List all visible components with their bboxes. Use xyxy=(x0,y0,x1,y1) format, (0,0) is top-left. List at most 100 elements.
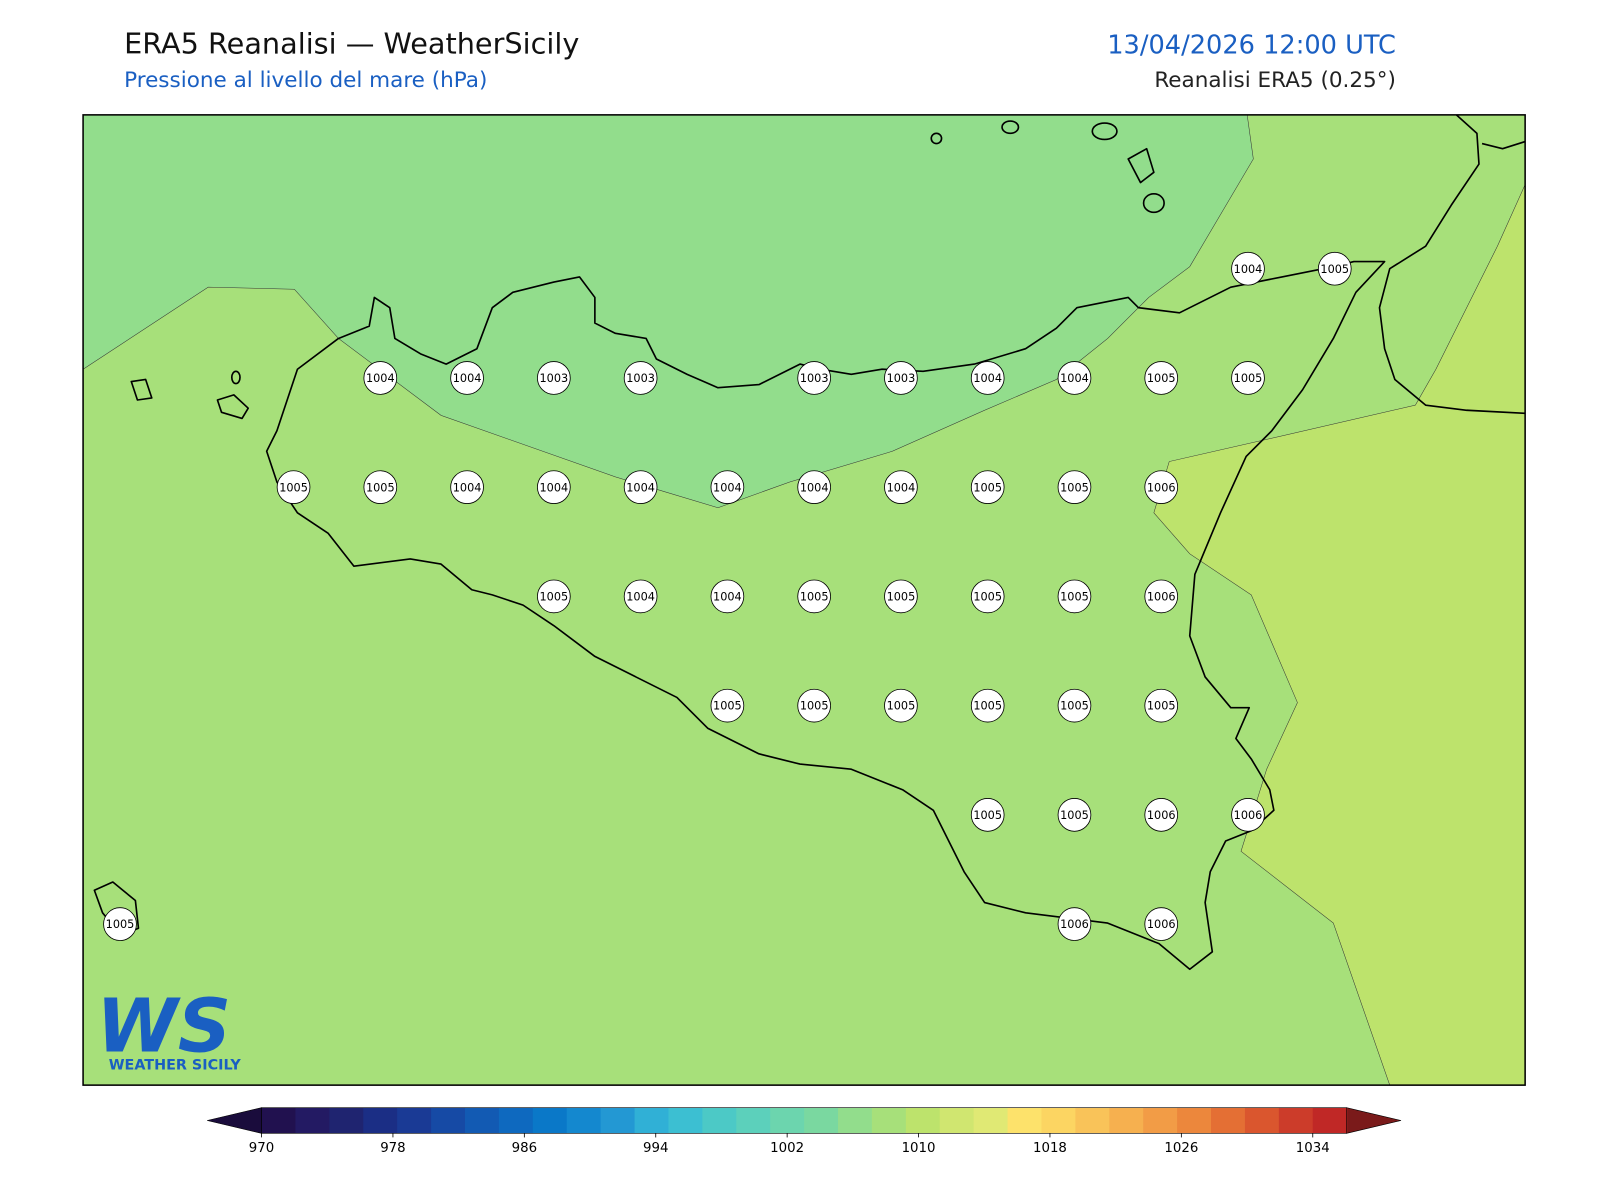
island xyxy=(1127,147,1155,184)
pressure-label: 1004 xyxy=(453,372,482,385)
colorbar-swatch xyxy=(905,1107,941,1134)
pressure-label: 1005 xyxy=(1234,372,1263,385)
colorbar-swatch xyxy=(1075,1107,1110,1134)
logo-mark: WS xyxy=(96,983,231,1069)
label-marker xyxy=(1057,361,1092,395)
label-marker xyxy=(970,470,1005,504)
coastlines xyxy=(93,114,1526,971)
coastline xyxy=(1481,140,1526,150)
island xyxy=(230,370,241,385)
label-marker xyxy=(884,361,918,395)
pressure-label: 1004 xyxy=(540,481,569,494)
label-marker xyxy=(710,579,745,614)
coastline xyxy=(265,260,1386,971)
label-marker xyxy=(710,688,745,723)
datetime: 13/04/2026 12:00 UTC xyxy=(1107,30,1396,60)
colorbar-swatch xyxy=(770,1107,805,1134)
colorbar-swatch xyxy=(871,1107,907,1134)
pressure-label: 1004 xyxy=(626,591,655,604)
label-marker xyxy=(276,470,311,504)
pressure-label: 1005 xyxy=(540,591,569,604)
label-marker xyxy=(537,470,571,504)
label-marker xyxy=(1144,470,1179,504)
pressure-label: 1005 xyxy=(1147,700,1176,713)
colorbar-swatch xyxy=(973,1107,1009,1134)
colorbar-outline xyxy=(261,1107,1347,1134)
pressure-label: 1005 xyxy=(800,700,829,713)
coastline xyxy=(1378,114,1526,415)
label-marker xyxy=(797,579,831,614)
label-marker xyxy=(1057,798,1092,832)
label-marker xyxy=(1144,798,1179,832)
colorbar-extend xyxy=(1346,1107,1402,1134)
label-marker xyxy=(884,470,918,504)
colorbar-swatch xyxy=(804,1107,839,1134)
colorbar-swatch xyxy=(1109,1107,1144,1134)
colorbar-swatch xyxy=(329,1107,364,1134)
colorbar-swatch xyxy=(465,1107,500,1134)
label-marker xyxy=(450,470,484,504)
pressure-label: 1003 xyxy=(800,372,829,385)
label-marker xyxy=(363,361,398,395)
colorbar-swatch xyxy=(1143,1107,1178,1134)
colorbar-extend xyxy=(207,1107,262,1134)
pressure-label: 1005 xyxy=(1060,809,1089,822)
label-marker xyxy=(884,688,918,723)
label-marker xyxy=(884,579,918,614)
label-marker xyxy=(1144,688,1179,723)
colorbar-tick-label: 970 xyxy=(249,1141,274,1156)
colorbar-swatch xyxy=(1041,1107,1076,1134)
label-marker xyxy=(797,361,831,395)
logo-caption: WEATHER SICILY xyxy=(109,1058,242,1074)
label-marker xyxy=(537,361,571,395)
label-marker xyxy=(1057,579,1092,614)
label-marker xyxy=(1057,688,1092,723)
logo: WS WEATHER SICILY xyxy=(96,983,241,1073)
colorbar-swatch xyxy=(1007,1107,1042,1134)
colorbar-tick-label: 1026 xyxy=(1164,1141,1198,1156)
field-band xyxy=(83,114,1254,508)
colorbar-swatch xyxy=(363,1107,398,1134)
label-marker xyxy=(1057,470,1092,504)
pressure-label: 1005 xyxy=(1060,591,1089,604)
label-marker xyxy=(797,470,831,504)
label-marker xyxy=(1144,907,1179,941)
colorbar-swatch xyxy=(838,1107,873,1134)
pressure-label: 1004 xyxy=(800,481,829,494)
label-marker xyxy=(970,579,1005,614)
colorbar-swatch xyxy=(566,1107,602,1134)
pressure-label: 1005 xyxy=(973,809,1002,822)
island xyxy=(130,378,153,401)
pressure-label: 1004 xyxy=(626,481,655,494)
pressure-label: 1005 xyxy=(279,481,308,494)
colorbar-swatch xyxy=(261,1107,296,1134)
label-marker xyxy=(450,361,484,395)
pressure-label: 1006 xyxy=(1234,809,1263,822)
pressure-label: 1004 xyxy=(1234,263,1263,276)
label-marker xyxy=(710,470,745,504)
colorbar-swatch xyxy=(702,1107,737,1134)
pressure-label: 1006 xyxy=(1060,918,1089,931)
pressure-label: 1005 xyxy=(713,700,742,713)
colorbar-swatch xyxy=(498,1107,534,1134)
colorbar-swatch xyxy=(600,1107,636,1134)
colorbar-tick-label: 986 xyxy=(512,1141,537,1156)
colorbar-tick-label: 994 xyxy=(643,1141,668,1156)
pressure-label: 1006 xyxy=(1147,809,1176,822)
pressure-label: 1004 xyxy=(366,372,395,385)
label-marker xyxy=(970,798,1005,832)
label-marker xyxy=(623,579,658,614)
colorbar: 970 978 986 994 1002 1010 1018 1026 1034 xyxy=(207,1107,1402,1156)
colorbar-swatch xyxy=(1312,1107,1348,1134)
label-marker xyxy=(1231,251,1265,286)
pressure-label: 1004 xyxy=(887,481,916,494)
pressure-label: 1003 xyxy=(887,372,916,385)
pressure-label: 1005 xyxy=(366,481,395,494)
label-marker xyxy=(623,470,658,504)
pressure-label: 1004 xyxy=(713,481,742,494)
colorbar-swatch xyxy=(1211,1107,1246,1134)
label-marker xyxy=(1231,798,1265,832)
map-frame xyxy=(82,114,1526,1086)
label-marker xyxy=(797,688,831,723)
